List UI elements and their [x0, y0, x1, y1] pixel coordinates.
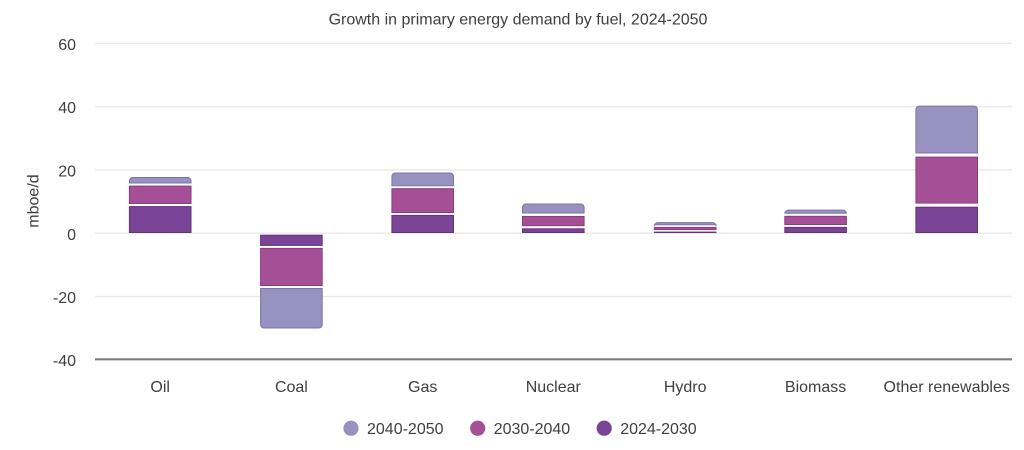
svg-text:mboe/d: mboe/d [26, 174, 43, 227]
svg-text:40: 40 [58, 100, 76, 117]
svg-text:0: 0 [67, 227, 76, 244]
svg-text:Other renewables: Other renewables [884, 379, 1010, 396]
svg-text:Nuclear: Nuclear [526, 379, 582, 396]
svg-text:Biomass: Biomass [785, 379, 846, 396]
svg-text:2030-2040: 2030-2040 [494, 421, 571, 438]
svg-text:-40: -40 [53, 353, 76, 370]
svg-text:Hydro: Hydro [664, 379, 707, 396]
svg-text:2024-2030: 2024-2030 [620, 421, 697, 438]
svg-text:Coal: Coal [275, 379, 308, 396]
svg-text:Gas: Gas [408, 379, 437, 396]
svg-text:Growth in primary energy deman: Growth in primary energy demand by fuel,… [329, 12, 708, 29]
svg-text:-20: -20 [53, 290, 76, 307]
svg-text:2040-2050: 2040-2050 [367, 421, 444, 438]
svg-text:60: 60 [58, 37, 76, 54]
svg-text:Oil: Oil [150, 379, 170, 396]
svg-text:20: 20 [58, 164, 76, 181]
